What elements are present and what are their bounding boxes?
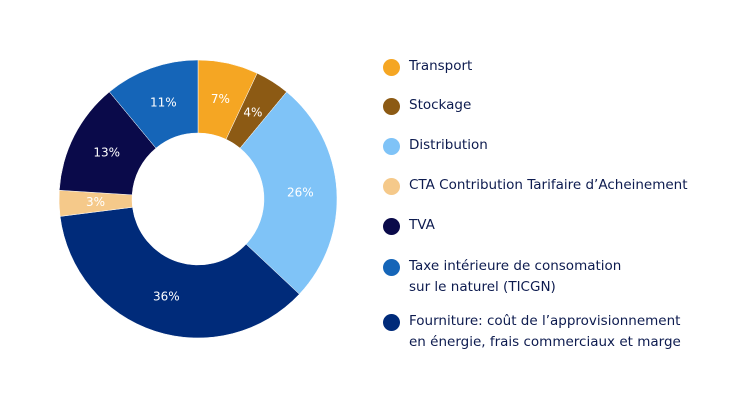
- legend-item-ticgn: Taxe intérieure de consomation sur le na…: [383, 258, 621, 298]
- legend-swatch: [383, 314, 400, 331]
- legend-item-tva: TVA: [383, 217, 435, 236]
- legend-swatch: [383, 59, 400, 76]
- legend-item-fourniture: Fourniture: coût de l’approvisionnement …: [383, 313, 681, 353]
- slice-value-label: 11%: [150, 96, 177, 110]
- legend-swatch: [383, 178, 400, 195]
- slice-value-label: 36%: [153, 289, 180, 303]
- slice-value-label: 4%: [243, 105, 262, 119]
- legend-label: Transport: [409, 58, 473, 74]
- legend-swatch: [383, 138, 400, 155]
- legend-label: TVA: [409, 217, 435, 233]
- donut-slice-6: [109, 59, 199, 149]
- legend-item-distribution: Distribution: [383, 137, 488, 156]
- legend-item-stockage: Stockage: [383, 97, 471, 116]
- legend-swatch: [383, 98, 400, 115]
- slice-value-label: 13%: [93, 145, 120, 159]
- legend-label: Taxe intérieure de consomation sur le na…: [409, 258, 622, 295]
- legend-label: CTA Contribution Tarifaire d’Acheinement: [409, 177, 688, 193]
- slice-value-label: 7%: [211, 92, 230, 106]
- donut-slice-3: [59, 206, 300, 339]
- slice-value-label: 26%: [287, 186, 314, 200]
- legend-swatch: [383, 218, 400, 235]
- legend-item-cta: CTA Contribution Tarifaire d’Acheinement: [383, 177, 688, 196]
- donut-slice-2: [239, 91, 338, 295]
- legend-item-transport: Transport: [383, 58, 472, 77]
- legend-swatch: [383, 259, 400, 276]
- legend-label: Stockage: [409, 97, 472, 113]
- legend-label: Fourniture: coût de l’approvisionnement …: [409, 313, 681, 350]
- legend-label: Distribution: [409, 137, 488, 153]
- donut-chart: 7% 4% 26% 36% 3% 13% 11%: [58, 59, 338, 339]
- slice-value-label: 3%: [86, 195, 105, 209]
